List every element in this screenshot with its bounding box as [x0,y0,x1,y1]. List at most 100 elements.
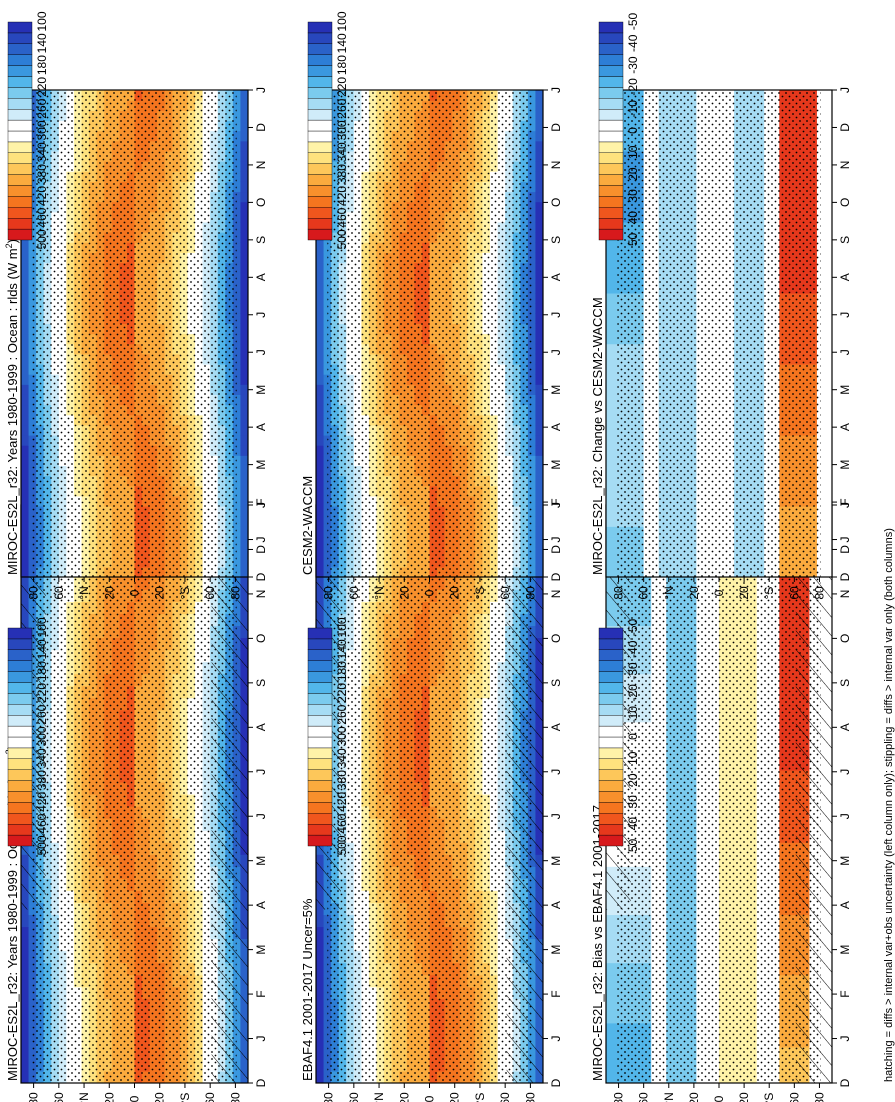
heatmap-cell [240,232,248,243]
heatmap-cell [240,242,248,253]
heatmap-cell [232,282,242,294]
heatmap-cell [21,495,30,507]
heatmap-cell [21,313,30,324]
lat-tick-label: 60 [52,1092,66,1102]
heatmap-cell [232,191,242,203]
heatmap-cell [240,475,248,487]
heatmap-cell [21,1058,30,1072]
heatmap-cell [21,938,30,952]
heatmap-cell [232,232,242,243]
heatmap-cell [21,333,30,345]
heatmap-cell [21,546,30,558]
heatmap-cell [232,495,242,507]
lat-tick-label: 60 [347,1092,361,1102]
heatmap-cell [232,465,242,477]
heatmap-cell [21,974,30,988]
heatmap-cell [316,282,325,294]
month-tick-label: M [254,385,268,395]
heatmap-cell [240,505,248,517]
lat-tick-label: 20 [102,1092,116,1102]
heatmap-cell [240,191,248,203]
lat-tick-label: °S [178,1093,192,1102]
heatmap-p12 [21,90,248,577]
heatmap-cell [232,374,242,385]
heatmap-cell [316,1022,325,1036]
month-tick-label: D [549,1078,563,1087]
lat-tick-label: 80 [27,586,41,600]
heatmap-cell [21,374,30,385]
month-tick-label: A [254,723,268,731]
heatmap-cell [21,1010,30,1024]
heatmap-cell [240,384,248,395]
heatmap-cell [232,120,242,132]
month-tick-label: O [254,198,268,207]
heatmap-cell [21,526,30,538]
heatmap-cell [240,424,248,436]
month-tick-label: A [549,723,563,731]
heatmap-cell [240,374,248,385]
heatmap-cell [240,100,248,111]
heatmap-cell [316,353,325,365]
month-tick-label: N [549,590,563,599]
panel-title: MIROC-ES2L_r32: Years 1980-1999 : Ocean … [4,239,20,575]
heatmap-cell [316,394,325,406]
lat-tick-label: 0 [128,589,142,596]
lat-tick-label: 60 [498,1092,512,1102]
lat-tick-label: 60 [52,586,66,600]
heatmap-cell [240,201,248,213]
month-tick-label: J [254,1036,268,1042]
lat-tick-label: 80 [322,1092,336,1102]
heatmap-cell [232,333,242,345]
heatmap-cell [316,272,325,284]
heatmap-cell [240,404,248,416]
heatmap-cell [21,292,30,304]
month-tick-label: J [254,502,268,508]
month-tick-label: S [254,236,268,244]
heatmap-cell [240,110,248,122]
lat-tick-label: °N [77,1092,91,1102]
heatmap-cell [232,526,242,538]
heatmap-cell [240,333,248,345]
heatmap-cell [232,140,242,152]
heatmap-cell [21,303,30,314]
heatmap-cell [21,363,30,375]
heatmap-cell [240,495,248,507]
month-tick-label: O [549,634,563,643]
month-tick-label: A [254,901,268,909]
heatmap-cell [232,556,242,568]
month-tick-label: N [254,590,268,599]
heatmap-cell [316,986,325,1000]
heatmap-cell [21,1046,30,1060]
heatmap-cell [232,211,242,223]
heatmap-cell [240,566,248,577]
heatmap-cell [240,516,248,527]
heatmap-cell [21,475,30,487]
heatmap-cell [240,171,248,182]
month-tick-label: S [549,679,563,687]
heatmap-cell [21,262,30,274]
stippling-overlay [32,505,237,1083]
month-tick-label: A [549,901,563,909]
heatmap-cell [240,353,248,365]
heatmap-cell [232,546,242,558]
heatmap-cell [232,110,242,122]
month-tick-label: D [254,572,268,581]
heatmap-cell [316,313,325,324]
heatmap-cell [21,986,30,1000]
heatmap-p22 [316,90,543,577]
month-tick-label: J [254,312,268,318]
heatmap-cell [240,90,248,101]
heatmap-cell [232,161,242,172]
month-tick-label: O [254,634,268,643]
heatmap-cell [240,161,248,172]
heatmap-cell [232,455,242,466]
heatmap-cell [316,404,325,416]
heatmap-cell [240,465,248,477]
hatching-overlay-south [211,505,248,1083]
month-tick-label: D [254,545,268,554]
heatmap-cell [21,485,30,497]
heatmap-cell [21,962,30,976]
stippling-overlay [32,90,237,577]
